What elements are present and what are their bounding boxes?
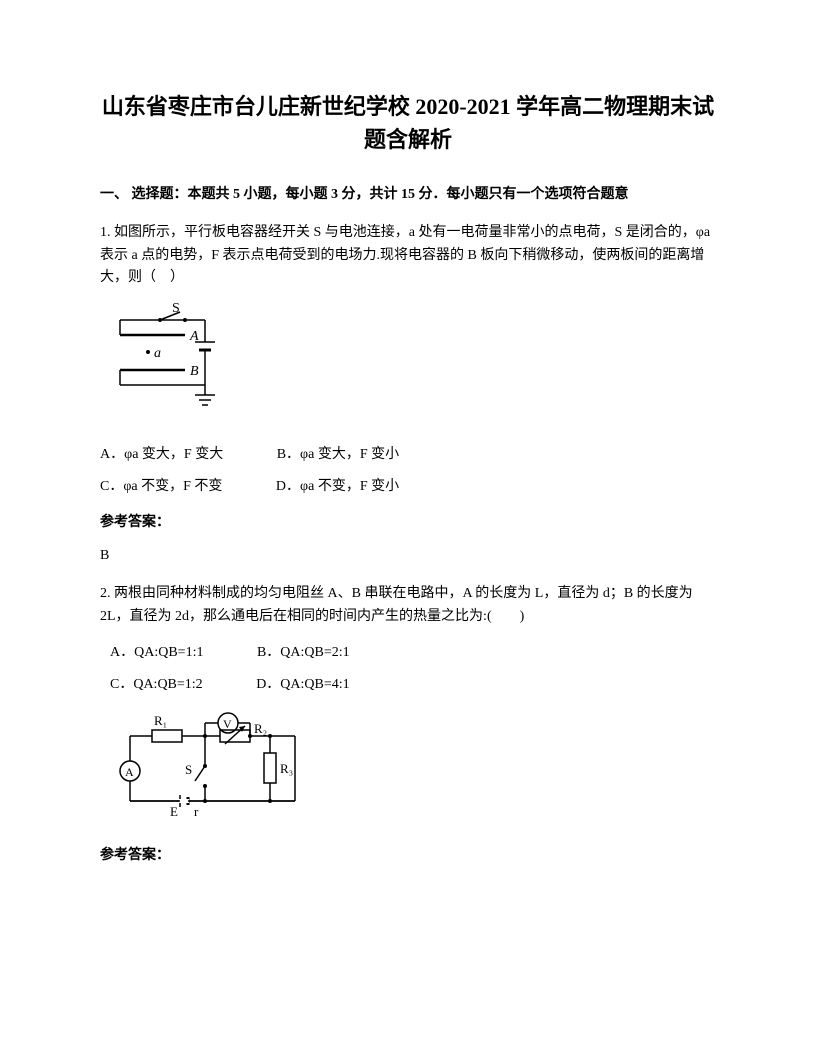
label-v: V [223, 717, 232, 731]
answer-1-value: B [100, 545, 716, 567]
figure-2-circuit: R₁ V R₂ [110, 711, 716, 821]
question-2-text: 2. 两根由同种材料制成的均匀电阻丝 A、B 串联在电路中，A 的长度为 L，直… [100, 583, 716, 628]
label-plate-b: B [190, 364, 199, 379]
label-point-a: a [154, 346, 161, 361]
question-2-options: A．QA:QB=1:1 B．QA:QB=2:1 C．QA:QB=1:2 D．QA… [100, 642, 716, 697]
section-header: 一、 选择题：本题共 5 小题，每小题 3 分，共计 15 分．每小题只有一个选… [100, 184, 716, 206]
question-1: 1. 如图所示，平行板电容器经开关 S 与电池连接，a 处有一电荷量非常小的点电… [100, 222, 716, 567]
option-2b: B．QA:QB=2:1 [257, 642, 350, 664]
option-2a: A．QA:QB=1:1 [110, 642, 203, 664]
question-2: 2. 两根由同种材料制成的均匀电阻丝 A、B 串联在电路中，A 的长度为 L，直… [100, 583, 716, 867]
label-switch-s: S [185, 762, 192, 777]
option-1c: C．φa 不变，F 不变 [100, 476, 222, 498]
option-2d: D．QA:QB=4:1 [256, 674, 349, 696]
option-1d: D．φa 不变，F 变小 [276, 476, 399, 498]
label-e: E [170, 804, 178, 819]
question-1-options: A．φa 变大，F 变大 B．φa 变大，F 变小 C．φa 不变，F 不变 D… [100, 444, 716, 499]
figure-1-capacitor: S A a B [110, 300, 716, 420]
question-1-text: 1. 如图所示，平行板电容器经开关 S 与电池连接，a 处有一电荷量非常小的点电… [100, 222, 716, 289]
document-title: 山东省枣庄市台儿庄新世纪学校 2020-2021 学年高二物理期末试题含解析 [100, 90, 716, 156]
option-1b: B．φa 变大，F 变小 [277, 444, 399, 466]
answer-1-label: 参考答案： [100, 512, 716, 534]
label-a: A [125, 765, 134, 779]
label-r2: R₂ [254, 721, 267, 736]
label-r3: R₃ [280, 761, 293, 776]
answer-2-label: 参考答案： [100, 845, 716, 867]
option-2c: C．QA:QB=1:2 [110, 674, 203, 696]
label-r1: R₁ [154, 713, 167, 728]
label-r: r [194, 804, 199, 819]
option-1a: A．φa 变大，F 变大 [100, 444, 223, 466]
